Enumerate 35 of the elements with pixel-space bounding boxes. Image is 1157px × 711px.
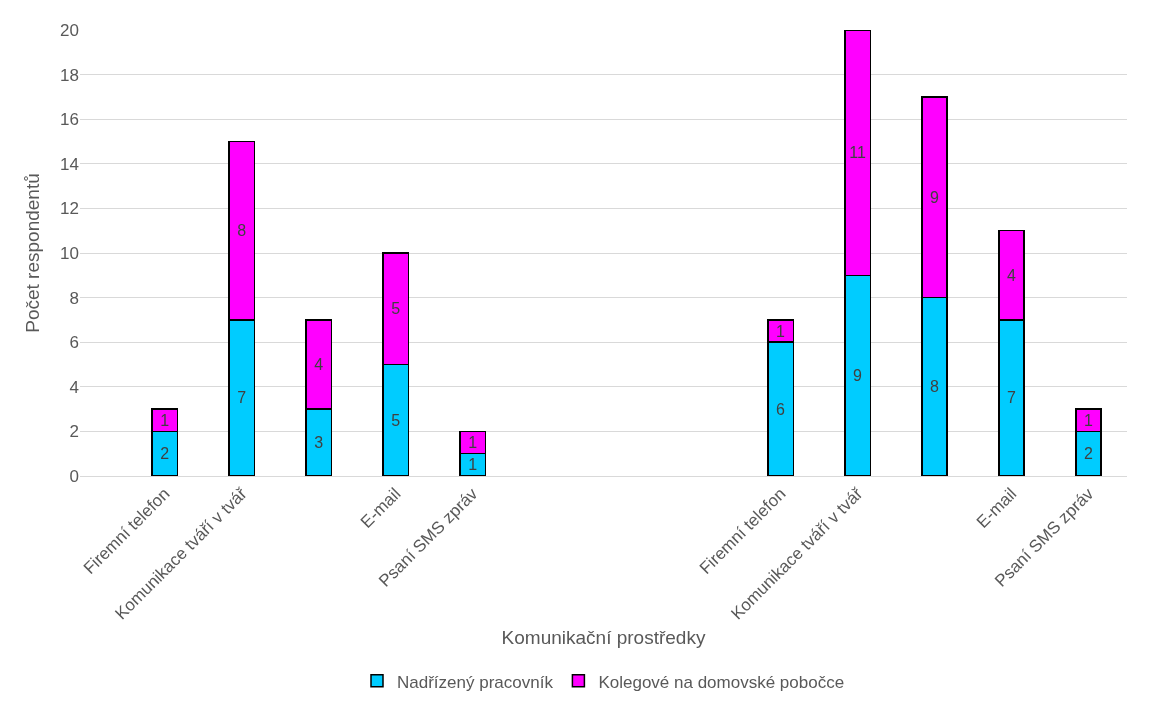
y-tick-label: 18	[60, 65, 79, 85]
y-tick-label: 14	[60, 154, 79, 174]
y-tick-label: 4	[69, 377, 79, 397]
data-label: 4	[1007, 266, 1017, 284]
legend-label: Kolegové na domovské pobočce	[598, 672, 845, 692]
data-label: 7	[237, 389, 247, 407]
data-label: 7	[1007, 389, 1017, 407]
y-tick-label: 6	[69, 333, 79, 353]
data-label: 11	[849, 144, 866, 162]
data-label: 6	[776, 400, 786, 418]
y-tick-label: 8	[69, 288, 79, 308]
data-label: 5	[391, 300, 401, 318]
data-label: 9	[853, 367, 863, 385]
data-label: 4	[314, 356, 324, 373]
y-tick-label: 16	[60, 110, 79, 130]
data-label: 1	[160, 411, 170, 429]
data-label: 8	[237, 222, 247, 240]
y-axis-title: Počet respondentů	[21, 173, 43, 333]
data-label: 1	[1084, 411, 1094, 429]
y-tick-label: 10	[60, 243, 79, 263]
y-tick-label: 0	[69, 466, 79, 486]
data-label: 9	[930, 188, 940, 206]
y-tick-label: 20	[60, 20, 79, 40]
data-label: 1	[468, 456, 478, 474]
y-tick-label: 2	[69, 422, 79, 442]
data-label: 8	[930, 378, 940, 396]
y-tick-label: 12	[60, 199, 79, 219]
x-axis-title: Komunikační prostředky	[501, 627, 706, 649]
data-label: 2	[160, 445, 170, 463]
data-label: 2	[1084, 445, 1094, 463]
legend-label: Nadřízený pracovník	[397, 672, 554, 692]
data-label: 5	[391, 411, 401, 429]
data-label: 1	[468, 434, 478, 452]
data-label: 3	[314, 434, 324, 452]
data-label: 1	[776, 322, 786, 340]
